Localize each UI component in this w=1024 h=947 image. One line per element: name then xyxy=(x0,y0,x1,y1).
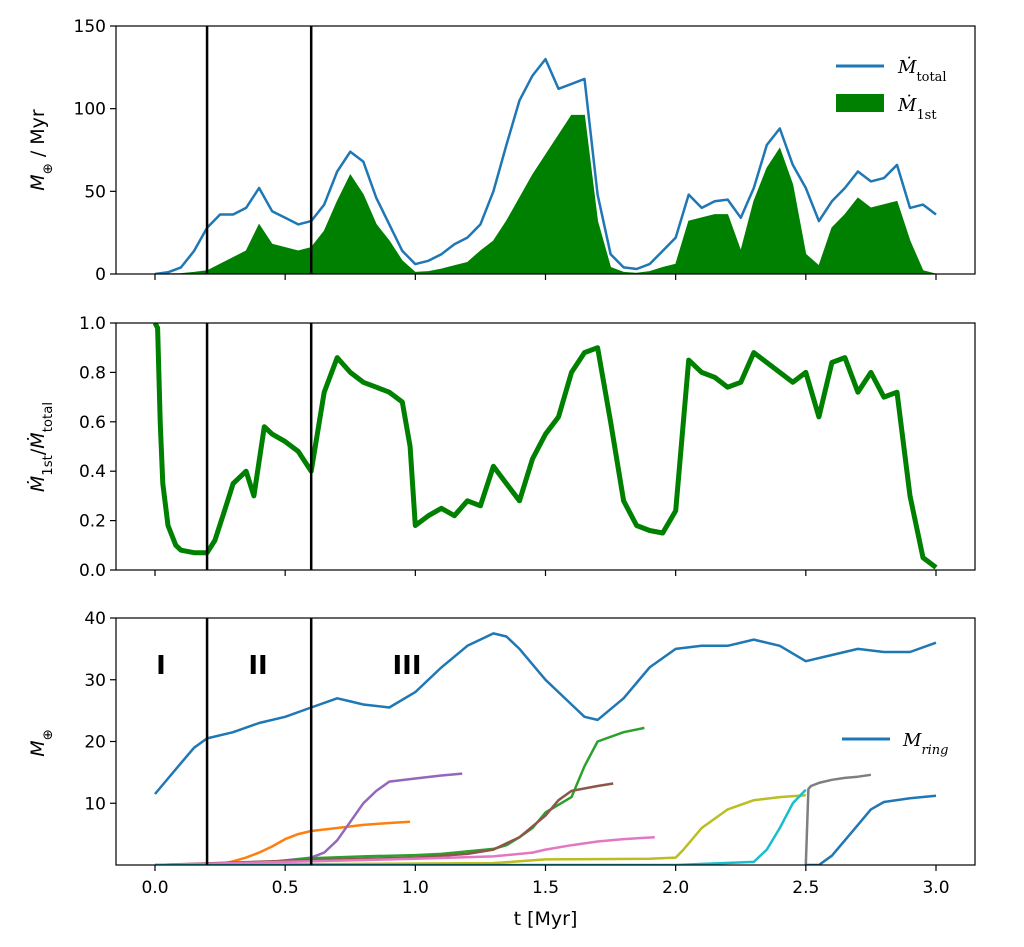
series-line-8 xyxy=(804,773,872,865)
y-tick-label: 150 xyxy=(74,17,106,37)
series-line-0 xyxy=(154,632,937,795)
x-tick-label: 3.0 xyxy=(922,878,949,898)
x-tick-label: 1.0 xyxy=(402,878,429,898)
x-tick-label: 1.5 xyxy=(532,878,559,898)
y-tick-label: 100 xyxy=(74,100,106,120)
series-line-5 xyxy=(154,835,655,865)
series-line-1 xyxy=(225,820,411,865)
phase-label-2: II xyxy=(248,651,267,681)
y-tick-label: 0.8 xyxy=(79,363,106,383)
panel-top-accretion-rate: 0 50 100 150 M⊕ / Myr Ṁtotal Ṁ1st xyxy=(27,17,976,285)
panel-middle-fraction: 0.0 0.2 0.4 0.6 0.8 1.0 Ṁ1st/Ṁtotal xyxy=(26,314,976,581)
series-line-0 xyxy=(154,57,937,274)
plot-area xyxy=(154,57,937,274)
y-tick-label: 0.2 xyxy=(79,512,106,532)
series-line-6 xyxy=(154,793,806,865)
plot-area xyxy=(152,323,938,570)
y-axis-label: M⊕ / Myr xyxy=(27,109,56,191)
series-fill-m1st xyxy=(154,114,937,274)
series-line-7 xyxy=(155,788,807,865)
y-tick-label: 1.0 xyxy=(79,314,106,334)
legend-entry: Ṁtotal xyxy=(897,55,947,85)
x-axis-label: t [Myr] xyxy=(514,908,578,930)
series-line-0 xyxy=(152,323,938,570)
legend-entry: Mring xyxy=(902,730,948,758)
x-tick-label: 2.0 xyxy=(662,878,689,898)
series-line-2 xyxy=(154,772,463,865)
y-tick-label: 40 xyxy=(84,609,106,629)
phase-label-3: III xyxy=(392,651,421,681)
y-tick-label: 0.6 xyxy=(79,413,106,433)
axes-frame xyxy=(115,617,976,866)
series-line-3 xyxy=(154,726,645,865)
legend-entry: Ṁ1st xyxy=(897,93,937,123)
y-axis-label: M⊕ xyxy=(27,729,56,757)
x-tick-label: 0.0 xyxy=(141,878,168,898)
y-tick-label: 0.4 xyxy=(79,462,106,482)
y-tick-label: 50 xyxy=(84,182,106,202)
y-tick-label: 30 xyxy=(84,671,106,691)
plot-area xyxy=(154,632,937,865)
x-tick-label: 2.5 xyxy=(792,878,819,898)
legend-swatch-m1st xyxy=(836,94,884,112)
y-axis-label: Ṁ1st/Ṁtotal xyxy=(26,402,56,492)
y-tick-label: 0.0 xyxy=(79,561,106,581)
y-tick-label: 10 xyxy=(84,794,106,814)
y-tick-label: 0 xyxy=(95,265,106,285)
series-line-9 xyxy=(805,794,937,865)
y-tick-label: 20 xyxy=(84,733,106,753)
x-tick-label: 0.5 xyxy=(272,878,299,898)
phase-label-1: I xyxy=(156,651,166,681)
